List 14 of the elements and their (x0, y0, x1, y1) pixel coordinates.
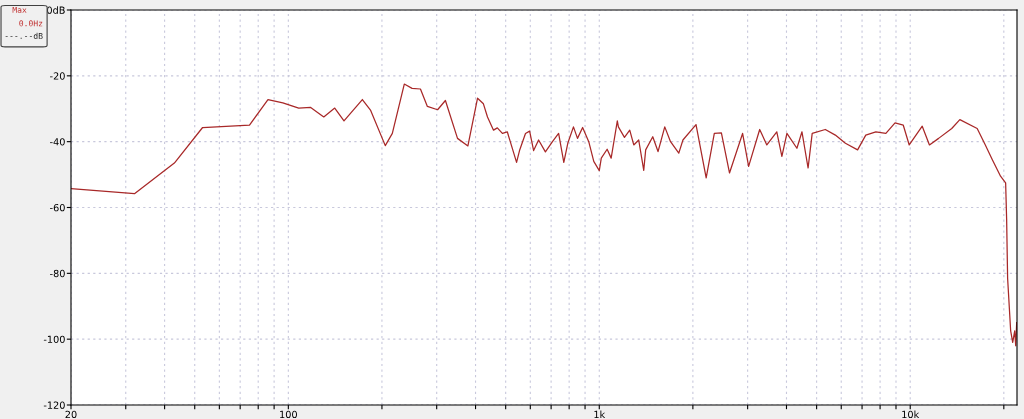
x-tick-label: 20 (65, 410, 77, 419)
text: 0.0Hz (19, 20, 43, 27)
y-tick-label: 0dB (47, 6, 65, 14)
y-tick-label: -20 (50, 72, 65, 80)
y-tick-label: -40 (50, 138, 65, 146)
y-tick-label: -60 (50, 203, 65, 212)
y-tick-label: -80 (50, 269, 65, 278)
y-tick-label: -100 (43, 335, 65, 343)
text: ---.--dB (5, 32, 43, 39)
y-tick-label: -120 (43, 401, 65, 409)
x-tick-label: 1k (594, 410, 606, 418)
x-tick-label: 100 (280, 410, 297, 419)
text: Max (12, 6, 27, 13)
x-tick-label: 10k (902, 410, 920, 419)
